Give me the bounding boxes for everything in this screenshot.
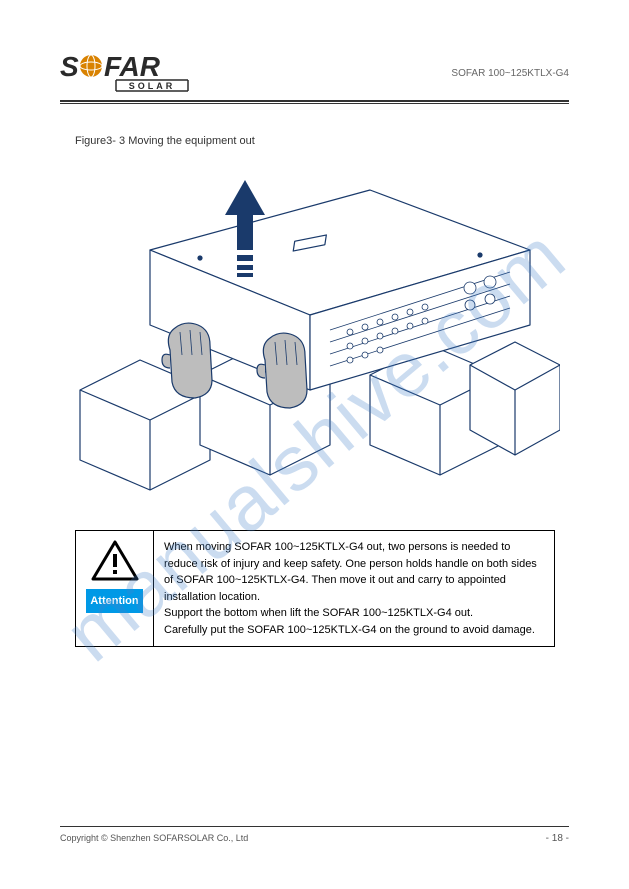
sofar-logo-svg: S FAR SOLAR bbox=[60, 50, 200, 92]
warn-line: Carefully put the SOFAR 100~125KTLX-G4 o… bbox=[164, 624, 489, 636]
figure-caption: Figure3- 3 Moving the equipment out bbox=[75, 135, 255, 147]
header-rule bbox=[60, 100, 569, 104]
warn-line: Support the bottom when lift the SOFAR 1… bbox=[164, 607, 473, 619]
attention-box: Attention When moving SOFAR 100~125KTLX-… bbox=[75, 530, 555, 647]
svg-text:S: S bbox=[60, 51, 79, 82]
page-footer: Copyright © Shenzhen SOFARSOLAR Co., Ltd… bbox=[60, 826, 569, 844]
attention-icon-cell: Attention bbox=[76, 531, 154, 647]
copyright: Copyright © Shenzhen SOFARSOLAR Co., Ltd bbox=[60, 833, 248, 844]
svg-text:SOLAR: SOLAR bbox=[129, 81, 176, 91]
equipment-figure bbox=[70, 160, 560, 500]
svg-text:FAR: FAR bbox=[104, 51, 161, 82]
attention-label: Attention bbox=[86, 589, 143, 614]
page-number: - 18 - bbox=[546, 833, 569, 844]
warn-line: When moving SOFAR 100~125KTLX-G4 out, tw… bbox=[164, 541, 510, 553]
page-header: S FAR SOLAR SOFAR 100~125KTLX-G4 bbox=[60, 50, 569, 104]
warn-line: reduce risk of injury and keep safety. O… bbox=[164, 558, 468, 570]
header-model: SOFAR 100~125KTLX-G4 bbox=[451, 68, 569, 79]
warn-line: damage. bbox=[492, 624, 535, 636]
warning-icon bbox=[90, 539, 140, 583]
attention-body: When moving SOFAR 100~125KTLX-G4 out, tw… bbox=[154, 531, 555, 647]
